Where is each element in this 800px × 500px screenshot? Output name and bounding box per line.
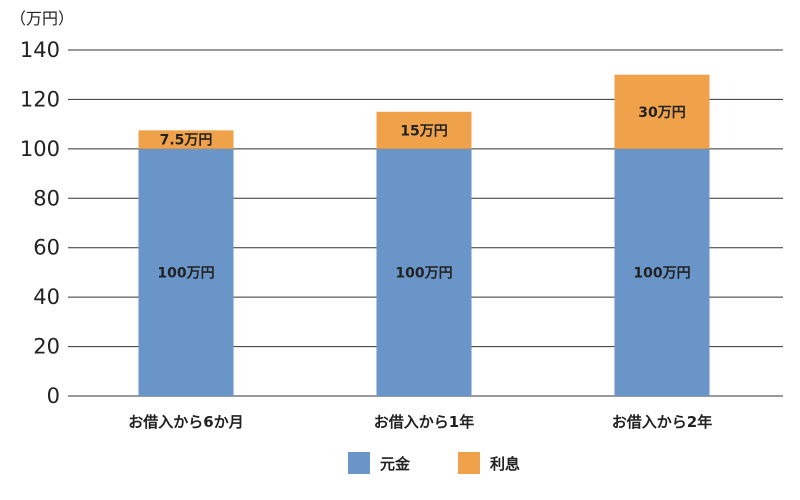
y-tick-label: 20 — [33, 335, 60, 359]
y-axis-unit-label: （万円） — [10, 9, 74, 28]
y-tick-label: 60 — [33, 236, 60, 260]
bars: 100万円 7.5万円 100万円 15万円 100万円 30万円 — [138, 74, 710, 396]
data-label: 30万円 — [638, 105, 685, 121]
y-tick-label: 0 — [47, 384, 60, 408]
category-labels: お借入から6か月 お借入から1年 お借入から2年 — [128, 413, 712, 431]
legend-swatch — [348, 452, 370, 474]
y-tick-labels: 0 20 40 60 80 100 120 140 — [20, 38, 60, 408]
y-tick-label: 100 — [20, 137, 60, 161]
data-label: 100万円 — [157, 265, 214, 281]
legend-swatch — [458, 452, 480, 474]
y-tick-label: 140 — [20, 38, 60, 62]
legend-label: 利息 — [490, 455, 520, 473]
category-label: お借入から1年 — [374, 413, 474, 431]
y-tick-label: 80 — [33, 186, 60, 210]
legend: 元金 利息 — [348, 452, 520, 474]
legend-label: 元金 — [380, 455, 411, 473]
bar-segment — [138, 130, 234, 149]
bar-segment — [138, 148, 234, 396]
category-label: お借入から6か月 — [128, 413, 243, 431]
category-label: お借入から2年 — [612, 413, 712, 431]
data-label: 15万円 — [400, 123, 447, 139]
y-tick-label: 40 — [33, 285, 60, 309]
bar-segment — [614, 148, 710, 396]
bar-segment — [614, 74, 710, 149]
y-tick-label: 120 — [20, 87, 60, 111]
bar-segment — [376, 111, 472, 149]
bar-segment — [376, 148, 472, 396]
data-label: 100万円 — [395, 265, 452, 281]
data-label: 100万円 — [633, 265, 690, 281]
data-label: 7.5万円 — [160, 133, 213, 149]
